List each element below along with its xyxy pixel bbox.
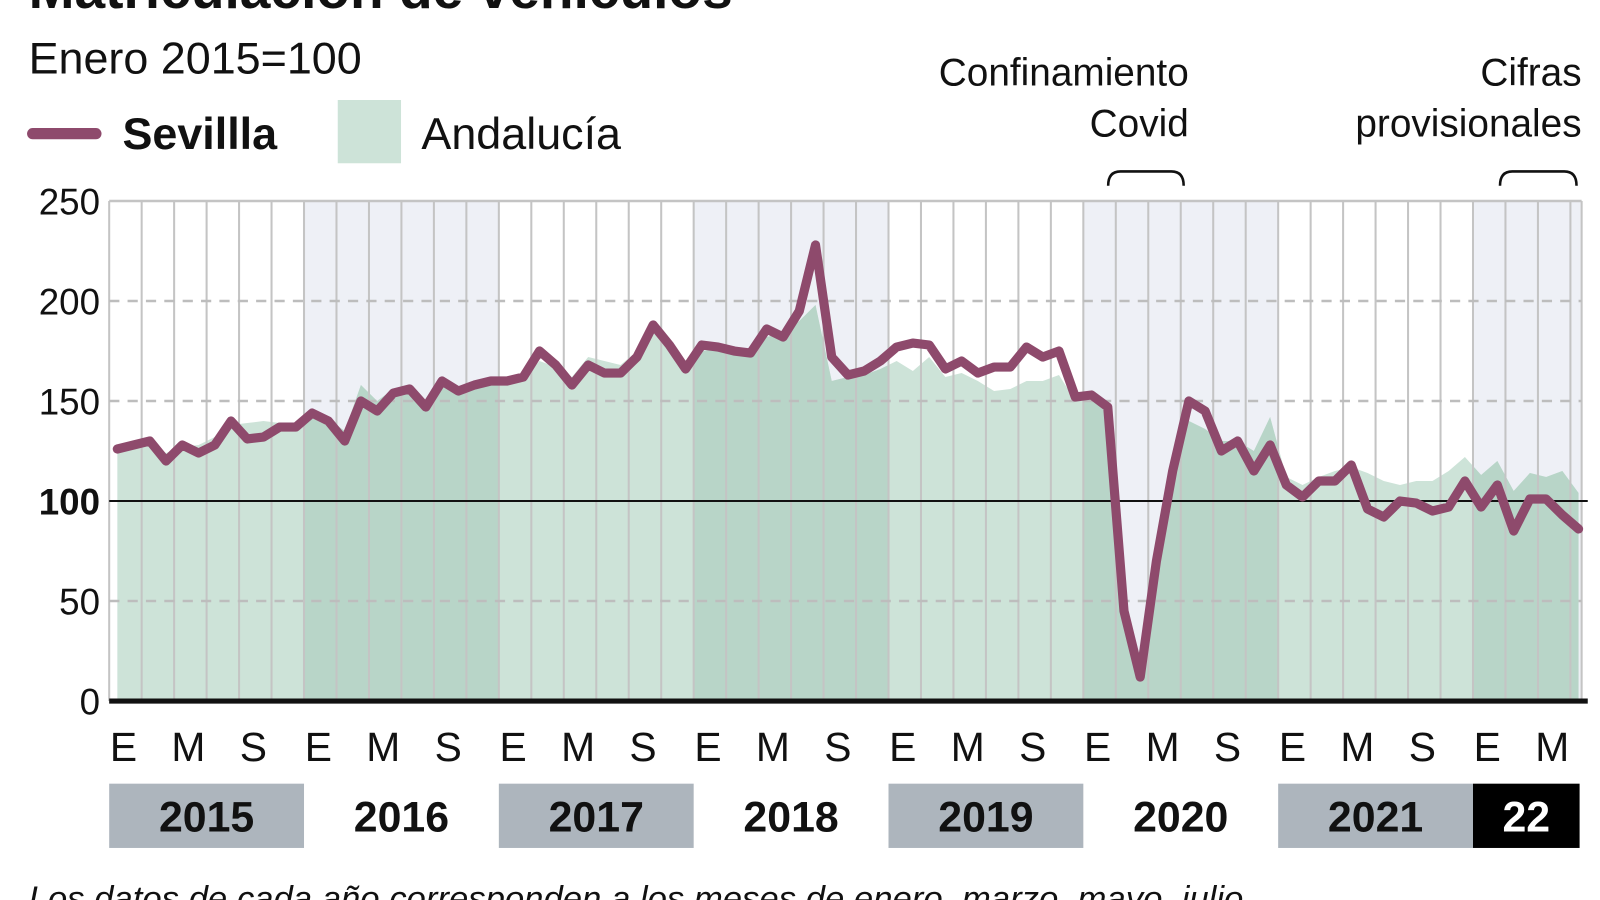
chart-subtitle: Enero 2015=100 [29,32,362,83]
annotation-covid-bracket [1106,170,1185,186]
annotation-prov-line2: provisionales [1355,103,1581,146]
x-tick-label: E [110,724,137,770]
annotation-prov-bracket [1498,170,1578,186]
legend-sevilla-label: Sevillla [122,108,278,159]
y-tick-label: 0 [80,681,100,722]
year-box-2015 [109,783,305,848]
year-label-2020: 2020 [1133,794,1228,842]
year-label-22: 22 [1502,794,1550,842]
y-tick-label: 200 [39,281,100,322]
x-tick-label: M [171,724,205,770]
annotation-covid-line1: Confinamiento [939,52,1189,95]
x-tick-label: S [435,724,462,770]
x-tick-label: E [500,724,527,770]
x-tick-label: M [561,724,595,770]
y-tick-label: 50 [59,581,100,622]
x-tick-label: M [1535,724,1569,770]
sevilla-line [112,240,1584,682]
x-tick-label: M [366,724,400,770]
legend-andalucia-swatch [337,100,402,164]
x-tick-label: E [889,724,916,770]
x-tick-label: E [1474,724,1501,770]
year-label-2019: 2019 [938,794,1033,842]
x-axis-year-labels: 2015 2016 2017 2018 2019 2020 2021 22 [109,783,1580,848]
x-tick-label: M [1340,724,1374,770]
y-tick-label: 250 [39,181,100,222]
year-label-2017: 2017 [549,794,644,842]
x-tick-label: E [694,724,721,770]
year-box-2017 [498,783,694,848]
annotation-provisional: Cifras provisionales [1355,52,1582,186]
y-axis-ticks: 250 200 150 100 50 0 [39,181,100,722]
horizontal-gridlines [109,199,1588,704]
year-label-2021: 2021 [1328,794,1423,842]
x-tick-label: M [756,724,790,770]
year-label-2015: 2015 [159,794,254,842]
y-tick-label: 100 [39,481,100,522]
x-tick-label: E [1279,724,1306,770]
annotation-covid: Confinamiento Covid [939,52,1189,186]
x-tick-label: M [951,724,985,770]
x-tick-label: S [824,724,851,770]
chart-title: Matriculación de vehículos [29,0,733,20]
year-label-2016: 2016 [354,794,449,842]
footnote: Los datos de cada año corresponden a los… [29,880,1244,900]
year-box-22 [1472,783,1580,848]
year-box-2021 [1278,783,1473,848]
x-tick-label: M [1146,724,1180,770]
legend: Sevillla Andalucía [27,100,621,164]
x-tick-label: S [1409,724,1436,770]
x-tick-label: S [1214,724,1241,770]
x-tick-label: S [240,724,267,770]
legend-andalucia-label: Andalucía [421,108,621,159]
x-tick-label: E [305,724,332,770]
year-label-2018: 2018 [743,794,838,842]
x-tick-label: S [629,724,656,770]
x-tick-label: S [1019,724,1046,770]
x-tick-label: E [1084,724,1111,770]
y-tick-label: 150 [39,381,100,422]
annotation-covid-line2: Covid [1090,103,1189,146]
annotation-prov-line1: Cifras [1480,52,1581,95]
year-box-2019 [888,783,1084,848]
